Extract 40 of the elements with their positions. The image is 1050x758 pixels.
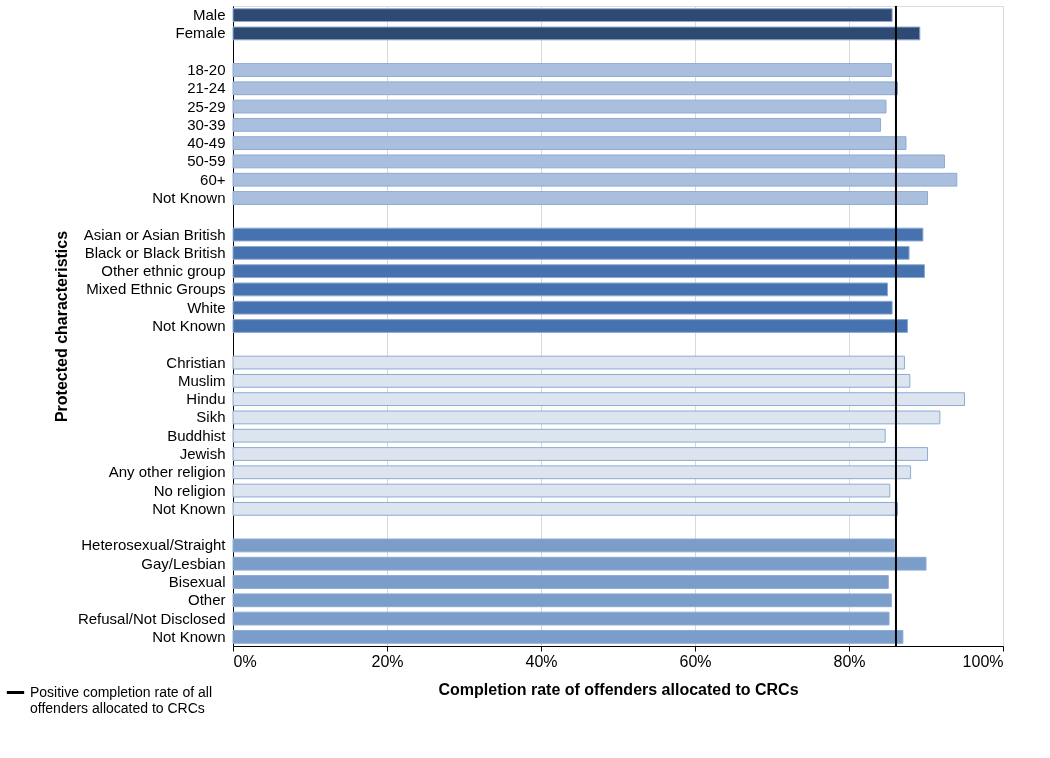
y-tick-label: White [187,298,226,316]
y-tick-label: 25-29 [187,97,226,115]
y-tick-label: 21-24 [187,79,226,97]
y-tick-label: Christian [166,353,226,371]
y-tick-label: Gay/Lesbian [141,554,226,572]
x-tick-label: 80% [833,652,866,670]
y-tick-label: Any other religion [108,463,226,481]
x-tick-label: 0% [233,652,257,670]
y-tick-label: Mixed Ethnic Groups [86,280,226,298]
y-tick-label: Heterosexual/Straight [81,536,227,554]
y-tick-label: Asian or Asian British [83,225,226,243]
y-axis-title: Protected characteristics [52,230,70,423]
y-tick-label: Other [187,591,226,609]
y-tick-label: Not Known [152,499,226,517]
x-tick-label: 100% [962,652,1004,670]
y-tick-label: Not Known [152,317,226,334]
y-tick-label: Refusal/Not Disclosed [77,609,226,627]
y-tick-label: Male [192,6,226,24]
y-tick-label: 40-49 [187,134,226,152]
y-tick-label: 50-59 [187,152,226,170]
x-tick-label: 40% [525,652,558,670]
y-tick-label: 30-39 [187,115,226,133]
y-tick-label: Not Known [152,189,226,206]
y-tick-label: Sikh [196,408,226,426]
legend-label: Positive completion rate of all offenders allocated to CRCs [30,683,213,716]
y-tick-label: Hindu [186,390,226,408]
x-axis-title: Completion rate of offenders allocated to CRCs [438,680,799,698]
y-tick-label: Bisexual [168,573,226,590]
y-tick-label: Female [175,24,226,42]
x-tick-label: 20% [371,652,404,670]
y-tick-label: Muslim [178,371,226,389]
y-tick-label: Other ethnic group [101,262,226,280]
x-tick-label: 60% [679,652,712,670]
y-tick-label: Not Known [152,627,226,645]
y-tick-label: No religion [153,481,226,499]
y-tick-label: Black or Black British [84,243,226,261]
y-tick-label: 18-20 [187,61,226,78]
y-tick-label: Jewish [179,445,226,462]
y-tick-label: 60+ [200,170,226,188]
y-tick-label: Buddhist [167,426,227,444]
